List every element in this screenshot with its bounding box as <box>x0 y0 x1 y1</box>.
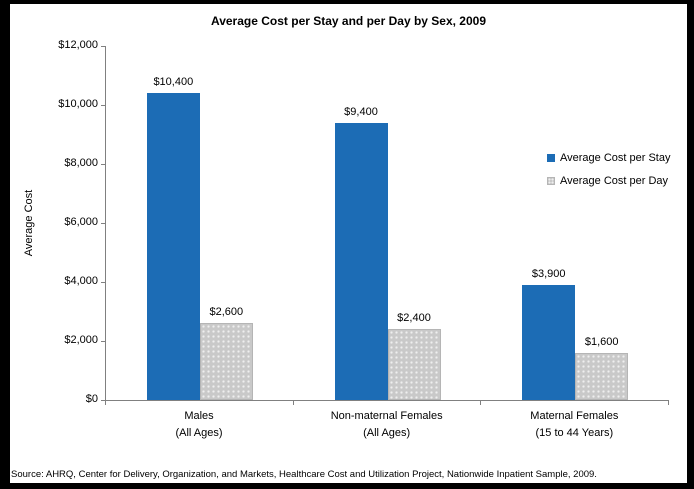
y-tick-label: $0 <box>85 393 98 405</box>
category-label-line2: (15 to 44 Years) <box>535 427 614 439</box>
category-label-line1: Maternal Females <box>530 410 619 422</box>
legend-swatch <box>547 154 555 162</box>
y-tick-mark <box>101 105 105 106</box>
bar-value-label: $10,400 <box>153 76 194 89</box>
legend: Average Cost per Stay Average Cost per Da… <box>547 152 670 198</box>
bar-value-label: $3,900 <box>531 267 566 280</box>
legend-item: Average Cost per Stay <box>547 152 670 164</box>
y-tick-mark <box>101 223 105 224</box>
category-label: Males (All Ages) <box>105 408 293 442</box>
x-tick-mark <box>105 401 106 405</box>
bar-value-label: $9,400 <box>344 105 378 118</box>
y-tick-label: $6,000 <box>64 216 98 228</box>
x-tick-mark <box>292 401 294 405</box>
y-tick-label: $4,000 <box>64 275 98 287</box>
x-tick-mark <box>480 401 482 405</box>
x-tick-mark <box>668 401 669 405</box>
legend-item: Average Cost per Day <box>547 175 670 187</box>
bar-cost-per-day <box>387 329 441 400</box>
bar-cost-per-stay <box>334 122 388 400</box>
y-tick-label: $8,000 <box>64 157 98 169</box>
chart-title: Average Cost per Stay and per Day by Sex… <box>210 14 486 28</box>
category-label-line1: Males <box>184 410 214 422</box>
bar-value-label: $2,400 <box>397 312 431 325</box>
bar-cost-per-day <box>199 323 253 400</box>
category-label: Maternal Females (15 to 44 Years) <box>480 408 668 442</box>
plot-area: $10,400 $9,400 $3,900 $2,600 $2,400 $1,600 <box>105 46 669 401</box>
bar-cost-per-day <box>575 352 629 400</box>
category-label: Non-maternal Females (All Ages) <box>293 408 481 442</box>
y-tick-mark <box>101 400 105 401</box>
legend-swatch <box>547 177 555 185</box>
y-tick-mark <box>101 341 105 342</box>
bar-cost-per-stay <box>146 93 200 400</box>
bar-value-label: $2,600 <box>209 306 244 319</box>
category-label-line2: (All Ages) <box>363 427 411 439</box>
y-tick-mark <box>101 46 105 47</box>
y-tick-label: $2,000 <box>64 334 98 346</box>
y-tick-label: $12,000 <box>58 39 98 51</box>
y-tick-label: $10,000 <box>58 98 98 110</box>
bar-cost-per-stay <box>522 284 576 400</box>
legend-label: Average Cost per Stay <box>560 152 671 164</box>
category-label-line1: Non-maternal Females <box>330 410 443 422</box>
category-label-line2: (All Ages) <box>175 427 223 439</box>
source-note: Source: AHRQ, Center for Delivery, Organ… <box>11 469 597 480</box>
legend-label: Average Cost per Day <box>560 175 669 187</box>
y-tick-mark <box>101 282 105 283</box>
y-tick-mark <box>101 164 105 165</box>
bar-value-label: $1,600 <box>584 335 619 348</box>
